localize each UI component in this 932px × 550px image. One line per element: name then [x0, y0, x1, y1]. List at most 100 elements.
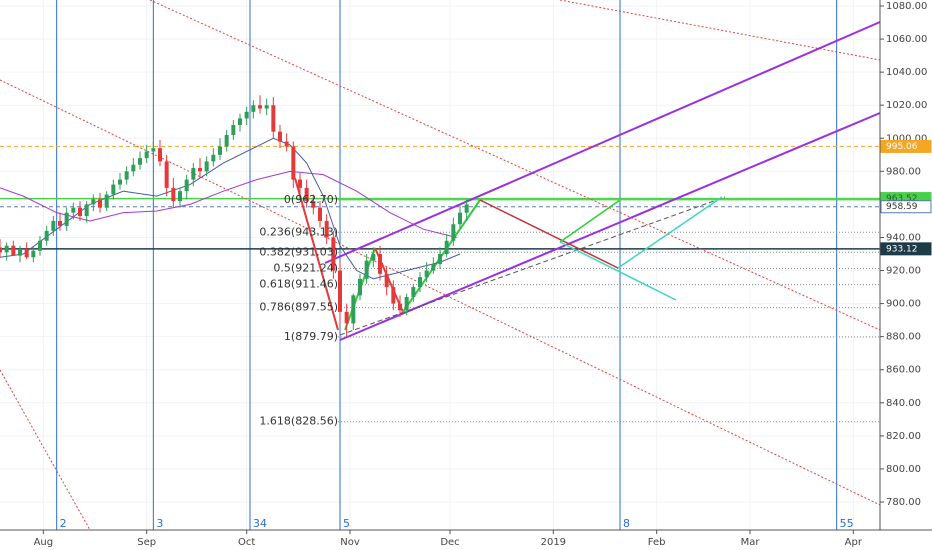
x-tick-label: 2019 — [541, 537, 566, 548]
candle-body — [244, 111, 249, 119]
candle-body — [291, 146, 296, 180]
candle-body — [364, 260, 369, 279]
y-tick-label: 1040.00 — [886, 67, 927, 78]
candle-body — [344, 311, 349, 324]
price-axis — [880, 0, 932, 530]
candle-body — [264, 105, 269, 109]
candle-body — [124, 171, 129, 180]
x-tick-label: Nov — [340, 537, 360, 548]
channel-line — [339, 112, 881, 341]
candle-body — [424, 270, 429, 278]
candle-body — [404, 296, 409, 311]
y-tick-label: 1080.00 — [886, 1, 927, 12]
candle-body — [418, 277, 422, 288]
candle-body — [278, 131, 282, 142]
projection-arrow — [479, 199, 619, 269]
candle-body — [351, 295, 356, 324]
candle-body — [211, 154, 216, 162]
candle-body — [58, 220, 62, 226]
candle-body — [164, 161, 169, 188]
y-tick-label: 780.00 — [886, 497, 921, 508]
price-tag-label: 995.06 — [886, 142, 918, 152]
candle-body — [218, 146, 222, 155]
candle-body — [411, 287, 416, 297]
candle-body — [311, 201, 316, 208]
price-tag-label: 958.59 — [886, 202, 918, 212]
y-tick-label: 980.00 — [886, 166, 921, 177]
cycle-label: 8 — [623, 517, 630, 530]
cycle-label: 3 — [156, 517, 163, 530]
candle-body — [98, 199, 102, 208]
fib-label: 0.382(931.03) — [259, 245, 338, 258]
y-tick-label: 880.00 — [886, 332, 921, 343]
trend-line — [0, 79, 881, 506]
price-tag-label: 933.12 — [886, 244, 918, 254]
candle-body — [151, 148, 156, 152]
candle-body — [371, 254, 376, 261]
fib-label: 0(962.70) — [284, 193, 338, 206]
candle-body — [178, 191, 182, 202]
candle-body — [4, 245, 9, 253]
y-tick-label: 1020.00 — [886, 100, 927, 111]
candle-body — [204, 161, 209, 172]
candle-body — [104, 194, 109, 208]
x-tick-label: Aug — [34, 537, 54, 548]
candle-body — [298, 179, 302, 188]
candle-body — [118, 179, 122, 185]
candle-body — [384, 273, 389, 288]
candle-body — [71, 207, 76, 213]
x-tick-label: Apr — [845, 537, 863, 548]
fib-label: 1(879.79) — [284, 330, 338, 343]
price-tag — [880, 200, 932, 214]
axes: 780.00 800.00 820.00 840.00 860.00 880.00 900.… — [34, 1, 932, 548]
y-tick-label: 1060.00 — [886, 34, 927, 45]
x-tick-label: Mar — [741, 537, 761, 548]
candle-body — [331, 237, 336, 271]
candle-body — [271, 105, 276, 132]
candle-body — [438, 254, 442, 264]
y-tick-label: 820.00 — [886, 431, 921, 442]
candle-body — [131, 164, 136, 172]
candle-body — [11, 245, 16, 256]
wave-arrow — [294, 177, 339, 331]
candle-body — [231, 125, 236, 135]
candle-body — [444, 240, 449, 254]
x-tick-label: Feb — [648, 537, 666, 548]
candle-body — [138, 158, 142, 165]
fib-label: 0.618(911.46) — [259, 278, 338, 291]
candle-body — [0, 247, 2, 253]
candle-body — [144, 151, 149, 159]
price-tag — [880, 242, 932, 256]
cycle-label: 2 — [60, 517, 67, 530]
candle-body — [44, 230, 49, 241]
candle-body — [398, 303, 402, 311]
x-tick-label: Sep — [137, 537, 156, 548]
candle-body — [358, 278, 362, 296]
candle-body — [304, 187, 309, 202]
candle-body — [198, 168, 202, 172]
fib-label: 1.618(828.56) — [259, 415, 338, 428]
candle-body — [464, 204, 469, 213]
fib-label: 0.786(897.55) — [259, 301, 338, 314]
candle-body — [258, 105, 262, 109]
candle-body — [318, 207, 322, 221]
marks — [0, 95, 469, 337]
y-tick-label: 840.00 — [886, 398, 921, 409]
y-tick-label: 940.00 — [886, 232, 921, 243]
candle-body — [38, 240, 42, 251]
x-tick-label: Oct — [238, 537, 255, 548]
candle-body — [378, 254, 382, 274]
channel-line — [324, 21, 881, 264]
candle-body — [84, 204, 89, 216]
cycle-label: 55 — [840, 517, 854, 530]
y-tick-label: 800.00 — [886, 464, 921, 475]
fib-label: 0.5(921.24) — [273, 261, 338, 274]
candle-body — [324, 220, 329, 238]
candle-body — [224, 134, 229, 147]
candle-body — [391, 287, 396, 304]
candle-body — [191, 168, 196, 180]
x-tick-label: Dec — [440, 537, 459, 548]
trend-line — [149, 0, 881, 331]
